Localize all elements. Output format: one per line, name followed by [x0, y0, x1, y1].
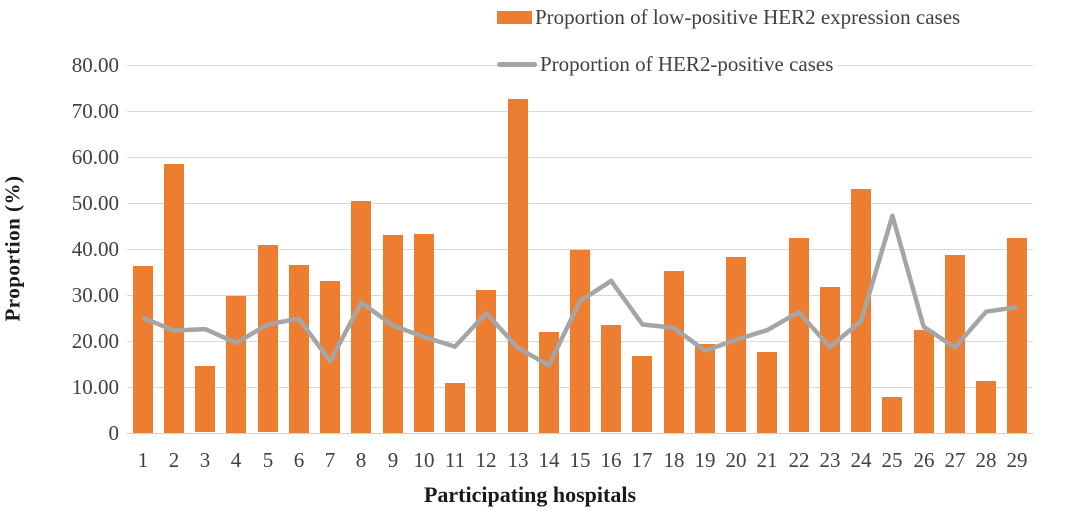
x-tick-label-22: 22	[788, 448, 810, 472]
x-tick-label-17: 17	[631, 448, 653, 472]
bar-hospital-15	[570, 250, 590, 432]
x-axis-line	[127, 433, 1033, 434]
x-axis-title: Participating hospitals	[423, 482, 637, 507]
bar-hospital-29	[1007, 238, 1027, 433]
x-tick-label-5: 5	[262, 448, 274, 472]
bar-hospital-2	[164, 164, 184, 433]
bar-hospital-20	[726, 257, 746, 432]
x-tick-label-24: 24	[850, 448, 872, 472]
bar-hospital-11	[445, 383, 465, 432]
x-tick-label-19: 19	[694, 448, 716, 472]
y-tick-label-40.00: 40.00	[71, 237, 119, 261]
x-tick-label-28: 28	[975, 448, 997, 472]
x-tick-label-2: 2	[168, 448, 180, 472]
x-tick-label-20: 20	[725, 448, 747, 472]
legend-item-her2-positive: Proportion of HER2-positive cases	[497, 51, 964, 77]
line-series-swatch-icon	[497, 61, 537, 67]
x-tick-label-1: 1	[137, 448, 149, 472]
x-tick-label-10: 10	[413, 448, 435, 472]
bar-hospital-8	[351, 201, 371, 433]
bar-hospital-7	[320, 281, 340, 433]
x-tick-label-23: 23	[819, 448, 841, 472]
x-tick-label-11: 11	[444, 448, 466, 472]
x-tick-label-26: 26	[913, 448, 935, 472]
bar-hospital-24	[851, 189, 871, 432]
bar-hospital-6	[289, 265, 309, 433]
x-tick-label-29: 29	[1006, 448, 1028, 472]
x-tick-label-18: 18	[663, 448, 685, 472]
bar-hospital-23	[820, 287, 840, 432]
bar-hospital-13	[508, 99, 528, 432]
legend-label-her2-positive: Proportion of HER2-positive cases	[540, 51, 838, 77]
x-tick-label-27: 27	[944, 448, 966, 472]
bar-hospital-22	[789, 238, 809, 432]
x-tick-label-8: 8	[355, 448, 367, 472]
bar-hospital-10	[414, 234, 434, 432]
bar-hospital-28	[976, 381, 996, 433]
bar-hospital-14	[539, 332, 559, 433]
x-tick-label-16: 16	[600, 448, 622, 472]
y-tick-label-10.00: 10.00	[71, 375, 119, 399]
y-axis-title: Proportion (%)	[0, 175, 25, 322]
bar-hospital-19	[695, 344, 715, 433]
gridline-60	[127, 157, 1033, 158]
y-tick-label-70.00: 70.00	[71, 99, 119, 123]
bar-hospital-21	[757, 352, 777, 433]
bar-hospital-25	[882, 397, 902, 432]
bar-hospital-9	[383, 235, 403, 433]
bar-hospital-3	[195, 366, 215, 432]
y-tick-label-20.00: 20.00	[71, 329, 119, 353]
bar-hospital-4	[226, 296, 246, 433]
legend-label-low-positive: Proportion of low-positive HER2 expressi…	[535, 4, 965, 30]
bar-hospital-12	[476, 290, 496, 432]
bar-hospital-17	[632, 356, 652, 432]
x-tick-label-13: 13	[507, 448, 529, 472]
bar-hospital-26	[914, 330, 934, 433]
x-tick-label-14: 14	[538, 448, 560, 472]
gridline-50	[127, 203, 1033, 204]
bar-hospital-5	[258, 245, 278, 432]
x-tick-label-15: 15	[569, 448, 591, 472]
gridline-70	[127, 111, 1033, 112]
x-tick-label-9: 9	[387, 448, 399, 472]
x-tick-label-12: 12	[475, 448, 497, 472]
bar-hospital-16	[601, 325, 621, 432]
y-tick-label-0: 0	[108, 421, 120, 445]
y-tick-label-50.00: 50.00	[71, 191, 119, 215]
y-tick-label-80.00: 80.00	[71, 53, 119, 77]
bar-series-swatch-icon	[497, 10, 532, 24]
legend-item-low-positive: Proportion of low-positive HER2 expressi…	[497, 4, 965, 30]
y-tick-label-30.00: 30.00	[71, 283, 119, 307]
x-tick-label-3: 3	[199, 448, 211, 472]
x-tick-label-7: 7	[324, 448, 336, 472]
legend: Proportion of low-positive HER2 expressi…	[497, 4, 965, 98]
x-tick-label-25: 25	[881, 448, 903, 472]
x-tick-label-21: 21	[756, 448, 778, 472]
bar-hospital-27	[945, 255, 965, 433]
y-tick-label-60.00: 60.00	[71, 145, 119, 169]
bar-hospital-1	[133, 266, 153, 433]
bar-hospital-18	[664, 271, 684, 433]
x-tick-label-4: 4	[230, 448, 242, 472]
x-tick-label-6: 6	[293, 448, 305, 472]
